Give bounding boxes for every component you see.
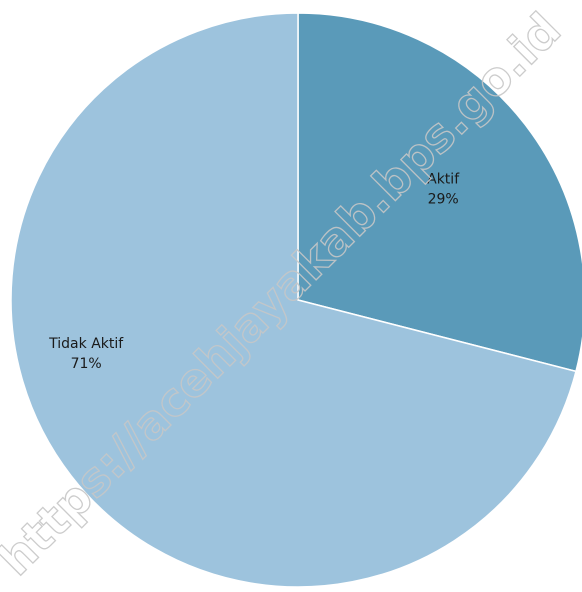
pie-label-percent: 71%	[71, 356, 102, 372]
pie-label-name: Tidak Aktif	[48, 336, 124, 352]
pie-label-percent: 29%	[428, 191, 459, 207]
